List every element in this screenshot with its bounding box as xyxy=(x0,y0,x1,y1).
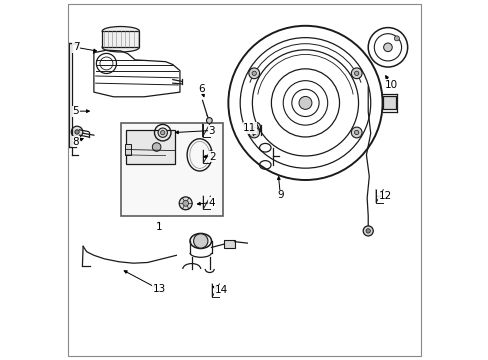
Text: 8: 8 xyxy=(73,137,79,147)
Bar xyxy=(224,239,234,248)
Text: 3: 3 xyxy=(208,126,214,135)
Text: 10: 10 xyxy=(384,80,397,90)
Circle shape xyxy=(160,131,164,135)
Circle shape xyxy=(251,130,256,135)
Ellipse shape xyxy=(190,233,211,248)
Text: 14: 14 xyxy=(214,285,227,296)
Text: 9: 9 xyxy=(277,190,283,201)
Bar xyxy=(121,123,223,216)
Circle shape xyxy=(354,130,358,135)
Circle shape xyxy=(193,234,207,248)
Bar xyxy=(126,130,174,164)
Circle shape xyxy=(75,130,79,134)
Circle shape xyxy=(298,96,311,109)
Text: 2: 2 xyxy=(208,152,215,162)
Circle shape xyxy=(206,118,212,123)
Circle shape xyxy=(383,43,391,51)
Ellipse shape xyxy=(142,133,150,139)
Text: 1: 1 xyxy=(156,222,162,231)
Text: 12: 12 xyxy=(378,191,391,201)
Circle shape xyxy=(248,127,259,138)
Circle shape xyxy=(179,197,192,210)
Circle shape xyxy=(363,226,372,236)
Text: 11: 11 xyxy=(243,123,256,133)
Bar xyxy=(382,96,395,109)
Circle shape xyxy=(350,127,361,138)
Text: 13: 13 xyxy=(152,284,165,294)
Bar xyxy=(125,144,131,155)
Circle shape xyxy=(251,71,256,76)
Circle shape xyxy=(354,71,358,76)
Circle shape xyxy=(152,143,161,151)
Ellipse shape xyxy=(102,42,139,52)
Circle shape xyxy=(183,201,188,206)
Text: 6: 6 xyxy=(198,84,204,94)
Circle shape xyxy=(158,128,167,137)
Ellipse shape xyxy=(102,27,139,36)
Text: 7: 7 xyxy=(73,42,79,52)
Text: 5: 5 xyxy=(73,106,79,116)
Circle shape xyxy=(71,126,82,138)
Circle shape xyxy=(366,229,369,233)
Circle shape xyxy=(394,36,399,41)
Circle shape xyxy=(350,68,361,79)
Ellipse shape xyxy=(129,132,139,139)
Ellipse shape xyxy=(151,143,162,151)
Ellipse shape xyxy=(253,123,260,134)
Text: 4: 4 xyxy=(208,198,215,208)
Bar xyxy=(102,31,139,47)
Circle shape xyxy=(248,68,259,79)
